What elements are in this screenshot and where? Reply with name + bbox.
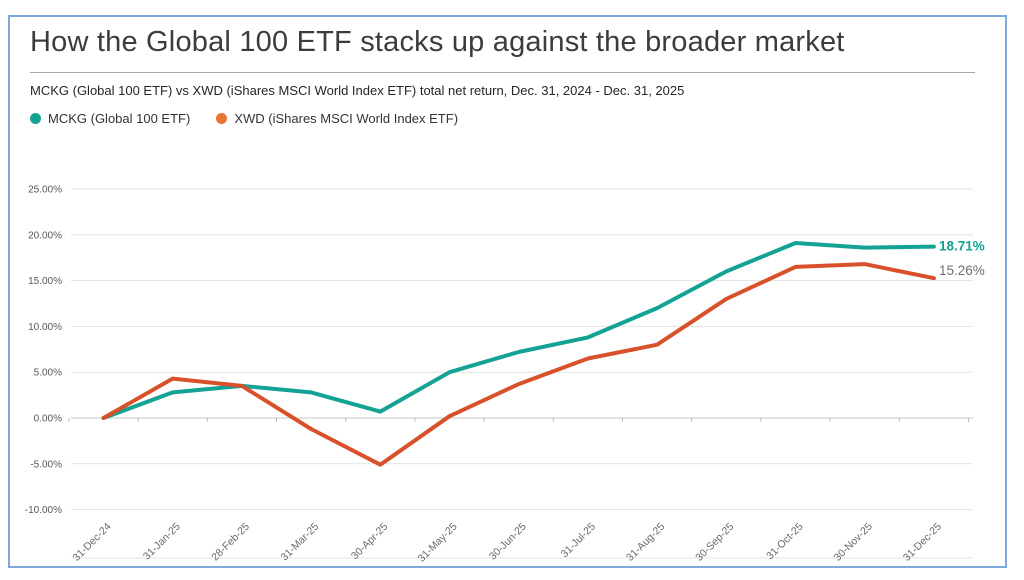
title-divider — [30, 72, 975, 73]
mckg-legend-dot-icon — [30, 113, 41, 124]
x-tick-label: 30-Sep-25 — [693, 521, 736, 564]
y-tick-label: 10.00% — [28, 322, 62, 333]
x-tick-label: 31-Jul-25 — [559, 521, 599, 561]
x-tick-label: 31-Dec-25 — [901, 521, 944, 564]
y-tick-label: -10.00% — [25, 505, 62, 516]
x-tick-label: 31-Aug-25 — [624, 521, 667, 564]
x-tick-label: 30-Nov-25 — [832, 521, 875, 564]
legend-label-xwd: XWD (iShares MSCI World Index ETF) — [234, 111, 459, 126]
x-tick-label: 31-Jan-25 — [141, 521, 183, 563]
x-tick-label: 31-Oct-25 — [764, 521, 806, 563]
xwd-legend-dot-icon — [216, 113, 228, 124]
mckg-line — [101, 241, 936, 420]
xwd-end-label: 15.26% — [939, 263, 985, 278]
x-tick-label: 30-Apr-25 — [349, 521, 391, 563]
y-tick-label: -5.00% — [30, 459, 62, 470]
mckg-end-label: 18.71% — [939, 239, 985, 254]
y-tick-label: 25.00% — [28, 185, 62, 196]
y-tick-label: 5.00% — [34, 368, 62, 379]
y-tick-label: 0.00% — [34, 414, 62, 425]
legend-item-mckg: MCKG (Global 100 ETF) — [30, 111, 190, 126]
line-chart: 25.00% 20.00% 15.00% 10.00% 5.00% 0.00% -5.00%… — [25, 185, 985, 565]
chart-legend: MCKG (Global 100 ETF) XWD (iShares MSCI … — [30, 111, 458, 126]
xwd-line — [101, 262, 936, 467]
legend-label-mckg: MCKG (Global 100 ETF) — [48, 111, 191, 126]
x-tick-label: 31-Mar-25 — [278, 521, 321, 564]
chart-card: How the Global 100 ETF stacks up against… — [8, 15, 1007, 568]
x-tick-label: 28-Feb-25 — [209, 521, 252, 564]
chart-title: How the Global 100 ETF stacks up against… — [30, 26, 845, 58]
y-tick-label: 15.00% — [28, 276, 62, 287]
chart-subtitle: MCKG (Global 100 ETF) vs XWD (iShares MS… — [30, 83, 685, 98]
y-tick-label: 20.00% — [28, 230, 62, 241]
legend-item-xwd: XWD (iShares MSCI World Index ETF) — [216, 111, 458, 126]
x-tick-label: 30-Jun-25 — [487, 521, 529, 563]
x-tick-label: 31-Dec-24 — [70, 521, 113, 564]
